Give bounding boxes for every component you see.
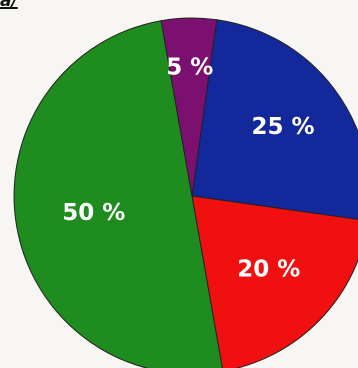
pie-slices (13, 17, 358, 368)
slice-20-label: 20 % (237, 257, 300, 283)
slice-5 (160, 17, 218, 197)
slice-50-label: 50 % (62, 200, 125, 226)
pie-labels: 25 % 20 % 50 % 5 % (62, 54, 314, 282)
slice-25 (191, 19, 358, 220)
slice-25-label: 25 % (251, 114, 314, 140)
figure-label: a/ (0, 0, 18, 11)
slice-5-label: 5 % (166, 54, 213, 80)
slice-20 (191, 195, 358, 368)
